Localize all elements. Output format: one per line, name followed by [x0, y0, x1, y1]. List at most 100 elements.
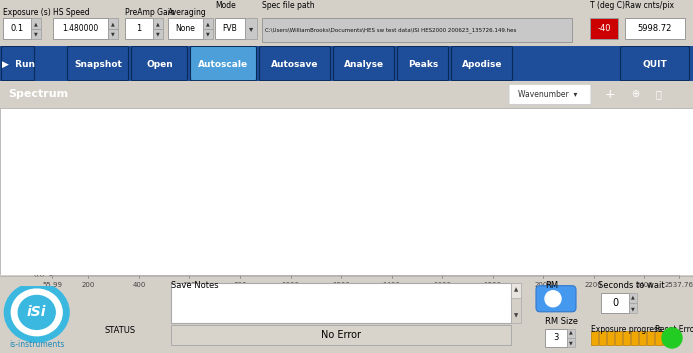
Text: 5998.72: 5998.72 — [638, 24, 672, 33]
FancyBboxPatch shape — [601, 293, 629, 313]
FancyBboxPatch shape — [153, 18, 163, 29]
Bar — [615, 331, 622, 345]
FancyBboxPatch shape — [203, 18, 213, 29]
Text: Exposure progress: Exposure progress — [591, 325, 662, 334]
Text: None: None — [175, 24, 195, 33]
FancyBboxPatch shape — [567, 329, 575, 338]
Text: ▾: ▾ — [249, 24, 253, 33]
Bar — [663, 331, 670, 345]
Text: 0: 0 — [612, 298, 618, 308]
Text: ▲: ▲ — [631, 294, 635, 299]
Circle shape — [662, 328, 682, 348]
FancyBboxPatch shape — [108, 18, 118, 29]
Text: 1: 1 — [137, 24, 141, 33]
FancyBboxPatch shape — [203, 29, 213, 39]
Y-axis label: Power Spectrum: Power Spectrum — [7, 157, 16, 226]
Text: Save Notes: Save Notes — [171, 281, 218, 290]
FancyBboxPatch shape — [191, 46, 256, 81]
Text: ▼: ▼ — [111, 31, 115, 37]
Text: -40: -40 — [597, 24, 611, 33]
FancyBboxPatch shape — [629, 293, 637, 303]
Text: Exposure (s): Exposure (s) — [3, 8, 51, 17]
Text: ▼: ▼ — [156, 31, 160, 37]
Text: Autosave: Autosave — [271, 60, 319, 68]
Text: ▼: ▼ — [206, 31, 210, 37]
FancyBboxPatch shape — [67, 46, 128, 81]
FancyBboxPatch shape — [168, 18, 203, 39]
Text: ▼: ▼ — [514, 313, 518, 318]
Text: +: + — [605, 88, 615, 101]
FancyBboxPatch shape — [620, 46, 690, 81]
Text: Wavenumber  ▾: Wavenumber ▾ — [518, 90, 578, 99]
Text: ▼: ▼ — [34, 31, 38, 37]
Text: 1.480000: 1.480000 — [62, 24, 98, 33]
X-axis label: Raman Shift (cm-1)   Excitation (nm): 785.5nm: Raman Shift (cm-1) Excitation (nm): 785.… — [267, 291, 464, 300]
FancyBboxPatch shape — [452, 46, 513, 81]
FancyBboxPatch shape — [171, 283, 511, 323]
Text: T (deg C): T (deg C) — [590, 1, 625, 10]
FancyBboxPatch shape — [509, 84, 591, 104]
Text: 3: 3 — [553, 334, 559, 342]
Text: ▲: ▲ — [569, 329, 573, 334]
FancyBboxPatch shape — [590, 18, 618, 39]
FancyBboxPatch shape — [1, 46, 35, 81]
Text: Raw cnts/pix: Raw cnts/pix — [625, 1, 674, 10]
Text: is-instruments: is-instruments — [9, 340, 64, 349]
FancyBboxPatch shape — [398, 46, 448, 81]
Text: ▲: ▲ — [206, 21, 210, 26]
Circle shape — [11, 289, 62, 336]
FancyBboxPatch shape — [536, 286, 576, 312]
Text: Seconds to wait: Seconds to wait — [598, 281, 665, 290]
Text: iSi: iSi — [27, 305, 46, 319]
Text: Analyse: Analyse — [344, 60, 384, 68]
FancyBboxPatch shape — [511, 283, 521, 323]
Text: No Error: No Error — [321, 330, 361, 340]
FancyBboxPatch shape — [567, 338, 575, 347]
Text: PreAmp Gain: PreAmp Gain — [125, 8, 175, 17]
Text: Autoscale: Autoscale — [198, 60, 249, 68]
Bar — [591, 331, 598, 345]
FancyBboxPatch shape — [125, 18, 153, 39]
Circle shape — [18, 295, 55, 329]
Text: Reset Error: Reset Error — [655, 325, 693, 334]
Text: ▲: ▲ — [514, 287, 518, 292]
Text: Peaks: Peaks — [408, 60, 438, 68]
FancyBboxPatch shape — [31, 18, 41, 29]
FancyBboxPatch shape — [153, 29, 163, 39]
Text: Snapshot: Snapshot — [74, 60, 122, 68]
Text: Spec file path: Spec file path — [262, 1, 315, 10]
Text: ▲: ▲ — [156, 21, 160, 26]
Bar — [599, 331, 606, 345]
FancyBboxPatch shape — [108, 29, 118, 39]
Text: Open: Open — [146, 60, 173, 68]
Text: C:\Users\WilliamBrooks\Documents\HES sw test data\ISI HES2000 200623_135726.149.: C:\Users\WilliamBrooks\Documents\HES sw … — [265, 27, 516, 33]
Text: ▶  Run: ▶ Run — [1, 60, 35, 68]
FancyBboxPatch shape — [245, 18, 257, 39]
Text: HS Speed: HS Speed — [53, 8, 89, 17]
FancyBboxPatch shape — [132, 46, 188, 81]
FancyBboxPatch shape — [262, 18, 572, 42]
Text: Apodise: Apodise — [462, 60, 502, 68]
FancyBboxPatch shape — [3, 18, 31, 39]
Text: ▲: ▲ — [34, 21, 38, 26]
Text: Mode: Mode — [215, 1, 236, 10]
Text: STATUS: STATUS — [105, 327, 136, 335]
Text: Spectrum: Spectrum — [8, 89, 68, 100]
Text: ⊕: ⊕ — [631, 89, 639, 100]
Text: ▲: ▲ — [111, 21, 115, 26]
FancyBboxPatch shape — [31, 29, 41, 39]
FancyBboxPatch shape — [215, 18, 245, 39]
Text: 0.1: 0.1 — [10, 24, 24, 33]
Text: FVB: FVB — [222, 24, 237, 33]
FancyBboxPatch shape — [545, 329, 567, 347]
Text: ✋: ✋ — [655, 89, 661, 100]
Bar — [607, 331, 614, 345]
Text: ▼: ▼ — [569, 340, 573, 346]
Bar — [631, 331, 638, 345]
FancyBboxPatch shape — [629, 303, 637, 313]
Bar — [623, 331, 630, 345]
Circle shape — [4, 283, 69, 342]
Text: RM Size: RM Size — [545, 317, 578, 326]
FancyBboxPatch shape — [171, 325, 511, 345]
FancyBboxPatch shape — [511, 283, 521, 298]
